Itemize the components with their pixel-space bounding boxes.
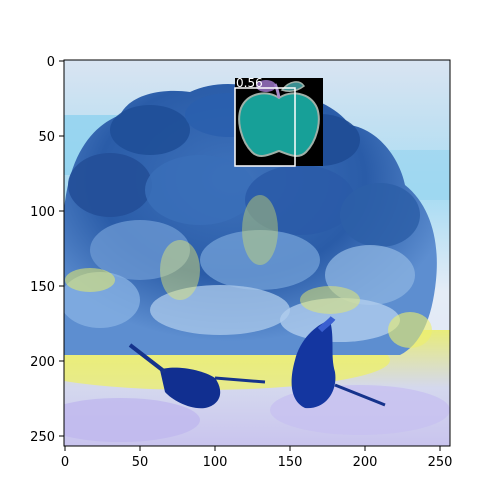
y-tick-label: 0 [47,55,55,70]
y-tick-label: 200 [30,355,55,370]
x-tick-label: 250 [428,455,453,470]
tree-shadows [128,316,386,409]
y-tick-label: 50 [38,130,55,145]
tree-canopy [64,84,437,356]
x-tick-label: 50 [132,455,149,470]
y-tick-label: 150 [30,280,55,295]
y-tick-label: 100 [30,205,55,220]
apple-icon [238,80,320,157]
x-tick-label: 200 [353,455,378,470]
detection-score-label: 0.56 [236,76,263,90]
detection-box: 0.56 [234,76,323,167]
plot-frame [63,59,451,447]
x-tick-label: 100 [203,455,228,470]
x-axis: 0 50 100 150 200 250 [61,446,453,470]
image-area: 0.56 [64,60,450,446]
x-tick-label: 150 [278,455,303,470]
y-tick-label: 250 [30,430,55,445]
y-axis: 0 50 100 150 200 250 [30,55,64,445]
x-tick-label: 0 [61,455,69,470]
